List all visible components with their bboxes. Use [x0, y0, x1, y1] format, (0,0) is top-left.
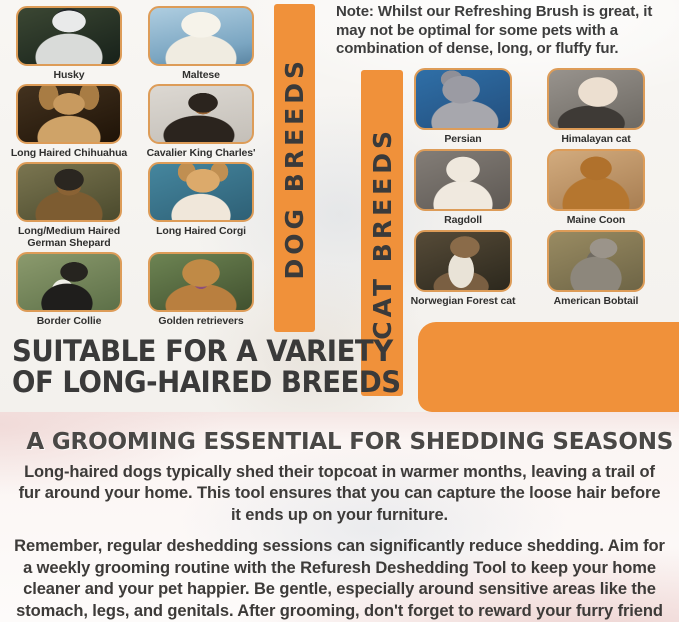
corgi-photo: [148, 162, 254, 223]
shedding-paragraph-2: Remember, regular deshedding sessions ca…: [14, 537, 665, 620]
note-text: Note: Whilst our Refreshing Brush is gre…: [336, 3, 653, 58]
dog-breeds-banner: DOG BREEDS: [274, 4, 315, 332]
breed-label: Ragdoll: [444, 214, 482, 227]
breed-card: Husky: [16, 6, 122, 81]
breed-label: Long Haired Chihuahua: [10, 147, 128, 160]
american-bobtail-photo: [547, 230, 645, 293]
breed-card: Cavalier King Charles': [147, 84, 256, 159]
himalayan-cat-photo: [547, 68, 645, 130]
cat-breeds-banner-text: CAT BREEDS: [367, 126, 397, 340]
maine-coon-photo: [547, 149, 645, 212]
breed-label: Maine Coon: [566, 214, 626, 227]
cavalier-king-charles-photo: [148, 84, 254, 145]
breed-card: American Bobtail: [547, 230, 645, 307]
breed-card: Maltese: [148, 6, 254, 81]
maltese-photo: [148, 6, 254, 66]
breed-card: Long Haired Chihuahua: [11, 84, 127, 159]
suitable-heading: SUITABLE FOR A VARIETY OF LONG-HAIRED BR…: [12, 336, 401, 397]
breed-label: Himalayan cat: [561, 133, 631, 145]
breed-label: Maltese: [182, 69, 220, 81]
border-collie-photo: [16, 252, 122, 313]
german-shepard-photo: [16, 162, 122, 223]
breed-label: Long/Medium Haired German Shepard: [17, 225, 121, 250]
cat-breeds-banner: CAT BREEDS: [361, 70, 403, 396]
breed-label: Cavalier King Charles': [146, 147, 256, 160]
norwegian-forest-cat-photo: [414, 230, 512, 293]
breed-card: Persian: [414, 68, 512, 145]
breeds-section: Note: Whilst our Refreshing Brush is gre…: [0, 0, 679, 412]
chihuahua-photo: [16, 84, 122, 145]
breed-label: Husky: [53, 69, 85, 81]
breed-label: Border Collie: [36, 315, 102, 328]
shedding-heading: A GROOMING ESSENTIAL FOR SHEDDING SEASON…: [25, 427, 673, 455]
breed-card: Maine Coon: [547, 149, 645, 226]
suitable-heading-line1: SUITABLE FOR A VARIETY: [12, 334, 393, 368]
breed-label: Long Haired Corgi: [156, 225, 246, 238]
breed-label: Norwegian Forest cat: [410, 295, 516, 308]
dog-breeds-grid: Husky Maltese Long Haired Chihuahua Cava…: [11, 6, 256, 327]
breed-card: Ragdoll: [414, 149, 512, 226]
shedding-paragraph-1: Long-haired dogs typically shed their to…: [18, 463, 661, 524]
breed-card: Long Haired Corgi: [148, 162, 254, 249]
cat-breeds-grid: Persian Himalayan cat Ragdoll Maine Coon…: [411, 68, 645, 307]
dog-breeds-banner-text: DOG BREEDS: [280, 56, 309, 280]
breed-label: Golden retrievers: [158, 315, 244, 328]
breed-card: Himalayan cat: [547, 68, 645, 145]
orange-accent-block: [418, 322, 679, 412]
shedding-section: A GROOMING ESSENTIAL FOR SHEDDING SEASON…: [0, 412, 679, 622]
breed-label: American Bobtail: [553, 295, 639, 308]
husky-photo: [16, 6, 122, 66]
golden-retriever-photo: [148, 252, 254, 313]
suitable-heading-line2: OF LONG-HAIRED BREEDS: [12, 364, 401, 399]
breed-card: Golden retrievers: [148, 252, 254, 327]
breed-label: Persian: [444, 133, 482, 145]
persian-photo: [414, 68, 512, 130]
breed-card: Border Collie: [16, 252, 122, 327]
breed-card: Long/Medium Haired German Shepard: [16, 162, 122, 249]
ragdoll-photo: [414, 149, 512, 212]
breed-card: Norwegian Forest cat: [411, 230, 515, 307]
